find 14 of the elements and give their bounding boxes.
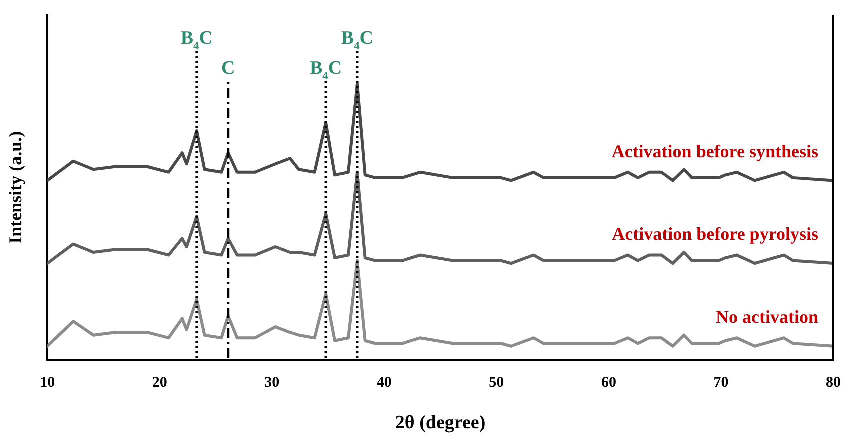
x-tick-label: 40: [376, 375, 392, 392]
x-axis-title: 2θ (degree): [395, 412, 486, 434]
x-tick-label: 50: [489, 375, 504, 392]
x-tick-label: 20: [152, 375, 168, 392]
series-label: Activation before pyrolysis: [612, 224, 818, 244]
x-tick-label: 70: [714, 375, 729, 392]
ref-line-label: C: [221, 58, 236, 79]
x-tick-label: 30: [264, 375, 280, 392]
series-label: No activation: [716, 307, 818, 327]
x-tick-label: 60: [601, 375, 616, 392]
x-tick-label: 80: [826, 375, 841, 392]
x-tick-label: 10: [40, 375, 56, 392]
series-label: Activation before synthesis: [612, 141, 818, 162]
y-axis-title: Intensity (a.u.): [5, 131, 26, 244]
